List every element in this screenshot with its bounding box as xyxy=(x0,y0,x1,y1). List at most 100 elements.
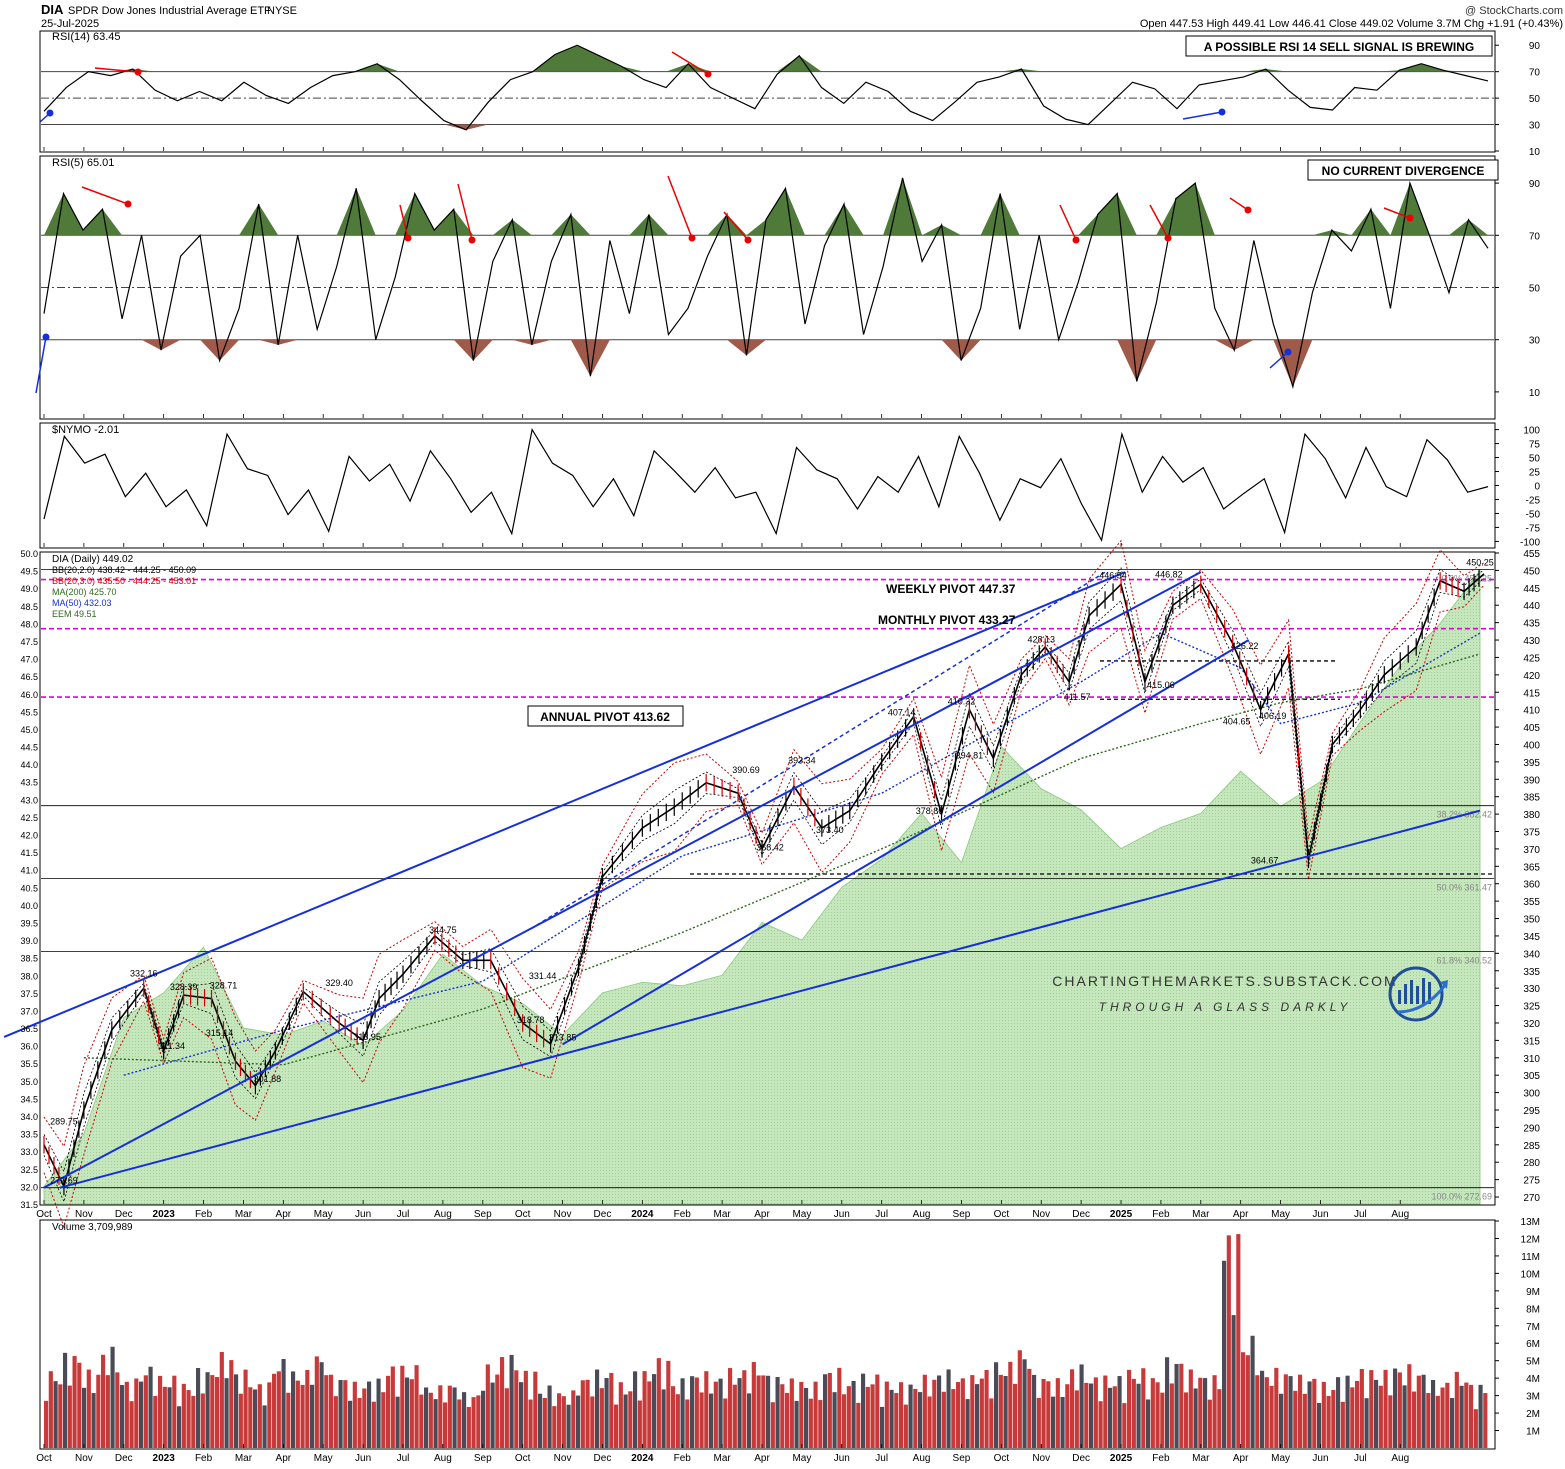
volume-bar xyxy=(894,1393,899,1448)
volume-bar xyxy=(1469,1384,1474,1448)
monthly-pivot-label: MONTHLY PIVOT 433.27 xyxy=(878,613,1016,627)
legend-eem: EEM 49.51 xyxy=(52,609,97,619)
x-tick-label: 2024 xyxy=(631,1453,654,1464)
volume-bar xyxy=(870,1384,875,1448)
price-label: 428.13 xyxy=(1027,635,1055,645)
x-tick-label: Mar xyxy=(1192,1209,1210,1220)
volume-bar xyxy=(747,1393,752,1448)
price-y2-tick-label: 46.5 xyxy=(20,672,38,682)
price-y-tick-label: 410 xyxy=(1523,706,1540,717)
volume-bar xyxy=(927,1396,932,1448)
volume-bar xyxy=(737,1378,742,1448)
price-y-tick-label: 400 xyxy=(1523,740,1540,751)
volume-bar xyxy=(998,1374,1003,1448)
volume-bar xyxy=(861,1373,866,1448)
volume-bar xyxy=(837,1367,842,1448)
volume-bar xyxy=(1122,1403,1127,1448)
divergence-arrow xyxy=(1059,204,1077,241)
volume-bar xyxy=(846,1386,851,1448)
price-y2-tick-label: 31.5 xyxy=(20,1200,38,1210)
volume-bar xyxy=(381,1392,386,1448)
x-tick-label: 2023 xyxy=(153,1453,176,1464)
volume-bar xyxy=(656,1358,661,1448)
volume-bar xyxy=(970,1375,975,1448)
price-label: 378.86 xyxy=(916,806,944,816)
volume-bar xyxy=(504,1388,509,1448)
volume-bar xyxy=(105,1375,110,1448)
volume-bar xyxy=(186,1390,191,1448)
volume-bar xyxy=(1093,1377,1098,1448)
volume-bar xyxy=(1060,1396,1065,1448)
volume-bar xyxy=(1212,1375,1217,1448)
nymo-tick-label: -50 xyxy=(1526,509,1541,520)
price-y2-tick-label: 49.5 xyxy=(20,567,38,577)
x-tick-label: Aug xyxy=(434,1453,452,1464)
volume-bar xyxy=(177,1406,182,1448)
price-y-tick-label: 365 xyxy=(1523,862,1540,873)
legend-ma50: MA(50) 432.03 xyxy=(52,598,112,608)
volume-bar xyxy=(732,1384,737,1448)
volume-bar xyxy=(694,1377,699,1448)
volume-bar xyxy=(110,1346,115,1448)
volume-bar xyxy=(48,1371,53,1448)
volume-bar xyxy=(1241,1352,1246,1448)
divergence-arrow xyxy=(723,211,749,241)
volume-bar xyxy=(63,1352,68,1448)
x-tick-label: Apr xyxy=(754,1209,770,1220)
x-tick-label: Sep xyxy=(953,1453,971,1464)
divergence-arrow-head xyxy=(42,333,50,341)
price-y2-tick-label: 34.5 xyxy=(20,1094,38,1104)
x-tick-label: Jul xyxy=(397,1453,410,1464)
volume-bar xyxy=(751,1362,756,1448)
volume-bar xyxy=(951,1389,956,1448)
volume-bar xyxy=(124,1381,129,1448)
volume-bar xyxy=(1160,1392,1165,1448)
volume-bar xyxy=(880,1406,885,1448)
volume-bar xyxy=(281,1359,286,1448)
header-symbol: DIA xyxy=(41,2,64,17)
x-tick-label: Feb xyxy=(1152,1453,1170,1464)
fib-label: 50.0% 361.47 xyxy=(1436,883,1492,893)
price-label: 426.22 xyxy=(1231,641,1259,651)
divergence-arrow-head xyxy=(744,236,752,244)
volume-bar xyxy=(490,1382,495,1448)
volume-bar xyxy=(1203,1378,1208,1448)
volume-bar xyxy=(148,1366,153,1448)
volume-bar xyxy=(1074,1390,1079,1448)
x-tick-label: Oct xyxy=(515,1453,531,1464)
volume-bar xyxy=(690,1376,695,1448)
volume-bar xyxy=(1065,1384,1070,1448)
volume-bar xyxy=(329,1374,334,1448)
price-label: 393.34 xyxy=(788,756,816,766)
price-y-tick-label: 395 xyxy=(1523,758,1540,769)
divergence-arrow xyxy=(1182,111,1223,120)
price-y2-tick-label: 48.0 xyxy=(20,619,38,629)
divergence-arrow-head xyxy=(404,234,412,242)
volume-bar xyxy=(1008,1361,1013,1448)
volume-bar xyxy=(1041,1378,1046,1448)
price-y2-tick-label: 42.0 xyxy=(20,831,38,841)
x-tick-label: Jul xyxy=(397,1209,410,1220)
volume-bar xyxy=(561,1396,566,1448)
volume-bar xyxy=(671,1386,676,1448)
rsi5-tick-label: 90 xyxy=(1529,179,1541,190)
price-label: 313.85 xyxy=(549,1032,577,1042)
volume-bar xyxy=(400,1365,405,1448)
volume-bar xyxy=(675,1394,680,1448)
volume-bar xyxy=(476,1395,481,1448)
volume-bar xyxy=(1435,1395,1440,1448)
x-tick-label: Aug xyxy=(1391,1453,1409,1464)
volume-bar xyxy=(1179,1363,1184,1448)
volume-bar xyxy=(229,1360,234,1448)
price-y2-tick-label: 42.5 xyxy=(20,813,38,823)
volume-bar xyxy=(922,1374,927,1448)
price-y2-tick-label: 44.0 xyxy=(20,760,38,770)
volume-bar xyxy=(1274,1367,1279,1448)
volume-bar xyxy=(82,1387,87,1448)
volume-bar xyxy=(1388,1395,1393,1448)
volume-bar xyxy=(291,1371,296,1448)
volume-bar xyxy=(937,1375,942,1448)
volume-bar xyxy=(533,1371,538,1448)
volume-bar xyxy=(585,1379,590,1448)
rsi5-overbought-fill xyxy=(44,177,1488,236)
